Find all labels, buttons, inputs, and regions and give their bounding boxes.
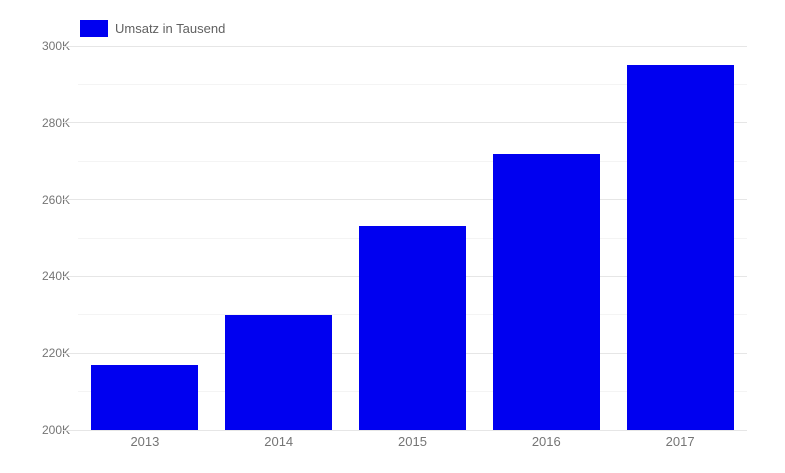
- gridline-minor: [78, 160, 747, 162]
- y-tick-label: 280K: [41, 115, 70, 130]
- gridline-minor: [78, 83, 747, 85]
- y-axis: 200K 220K 240K 260K 280K 300K: [0, 0, 70, 473]
- gridline-major: [63, 122, 747, 124]
- gridline-major: [63, 429, 747, 431]
- y-tick-label: 220K: [41, 346, 70, 361]
- bar-2014[interactable]: [225, 314, 333, 430]
- y-tick-label: 300K: [41, 39, 70, 53]
- x-tick-label: 2015: [398, 434, 427, 449]
- plot-area: [63, 45, 747, 431]
- bar-2017[interactable]: [626, 65, 734, 430]
- y-tick-label: 240K: [41, 269, 70, 284]
- x-tick-label: 2014: [264, 434, 294, 449]
- gridline-major: [63, 45, 747, 47]
- gridline-major: [63, 199, 747, 201]
- x-tick-label: 2016: [531, 434, 561, 449]
- chart-legend: Umsatz in Tausend: [80, 20, 225, 37]
- x-tick-label: 2017: [665, 434, 695, 449]
- legend-swatch: [80, 20, 108, 37]
- bar-2013[interactable]: [91, 364, 199, 430]
- x-tick-label: 2013: [130, 434, 160, 449]
- x-axis: 2013 2014 2015 2016 2017: [78, 434, 747, 454]
- legend-label: Umsatz in Tausend: [115, 21, 226, 36]
- y-tick-label: 260K: [41, 192, 70, 207]
- bar-2015[interactable]: [358, 226, 466, 430]
- bar-2016[interactable]: [492, 153, 600, 430]
- y-tick-label: 200K: [41, 423, 70, 437]
